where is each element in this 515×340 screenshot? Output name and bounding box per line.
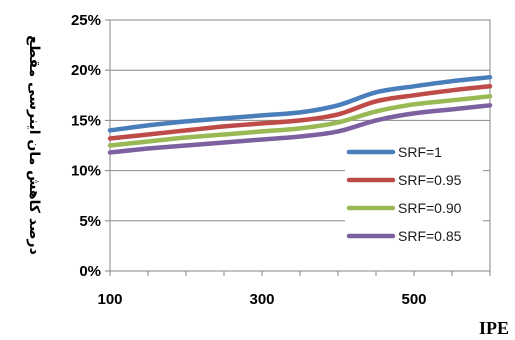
x-tick-label: 300 [249, 291, 274, 308]
legend-label: SRF=0.90 [398, 200, 462, 216]
y-tick-label: 0% [79, 263, 101, 280]
x-tick-label: 500 [401, 291, 426, 308]
series-line [107, 74, 493, 133]
legend-background [345, 138, 483, 248]
y-tick-label: 15% [71, 112, 101, 129]
legend-label: SRF=1 [398, 144, 442, 160]
y-axis-ticks: 0% 5% 10% 15% 20% 25% [71, 12, 110, 280]
series-lines [107, 74, 493, 155]
series-line [107, 94, 493, 148]
y-axis-label: درصد کاهش مان اینرسی مقطع [26, 35, 42, 254]
y-tick-label: 25% [71, 12, 101, 29]
x-axis-label: IPE [479, 318, 509, 338]
y-tick-label: 20% [71, 62, 101, 79]
legend-label: SRF=0.95 [398, 172, 462, 188]
series-line [107, 103, 493, 155]
x-tick-label: 100 [97, 291, 122, 308]
y-tick-label: 10% [71, 163, 101, 180]
legend: SRF=1 SRF=0.95 SRF=0.90 SRF=0.85 [345, 138, 483, 248]
series-line [107, 84, 493, 141]
y-tick-label: 5% [79, 213, 101, 230]
legend-label: SRF=0.85 [398, 228, 462, 244]
x-axis-ticks: 100 300 500 [97, 271, 491, 308]
